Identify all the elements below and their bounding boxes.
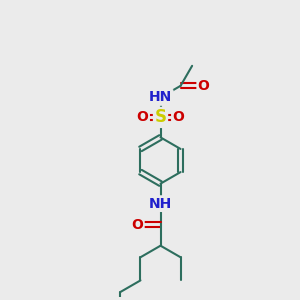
Text: O: O [172, 110, 184, 124]
Text: HN: HN [149, 90, 172, 104]
Text: O: O [137, 110, 148, 124]
Text: O: O [131, 218, 143, 232]
Text: NH: NH [149, 196, 172, 211]
Text: S: S [154, 108, 166, 126]
Text: O: O [198, 79, 210, 93]
